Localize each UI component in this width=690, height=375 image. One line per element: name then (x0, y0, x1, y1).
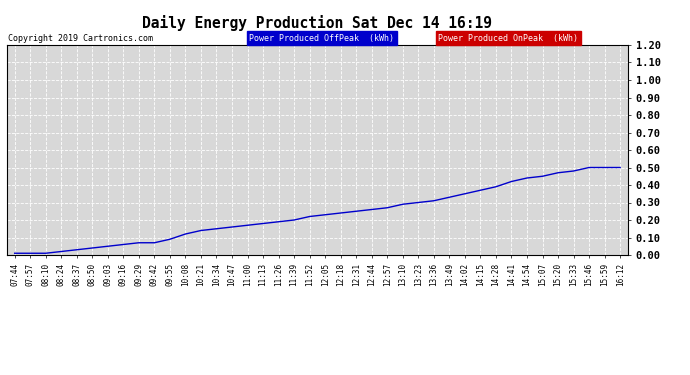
Text: Power Produced OnPeak  (kWh): Power Produced OnPeak (kWh) (439, 34, 578, 43)
Text: Power Produced OffPeak  (kWh): Power Produced OffPeak (kWh) (249, 34, 394, 43)
Text: Copyright 2019 Cartronics.com: Copyright 2019 Cartronics.com (8, 34, 153, 43)
Text: Daily Energy Production Sat Dec 14 16:19: Daily Energy Production Sat Dec 14 16:19 (142, 15, 493, 31)
